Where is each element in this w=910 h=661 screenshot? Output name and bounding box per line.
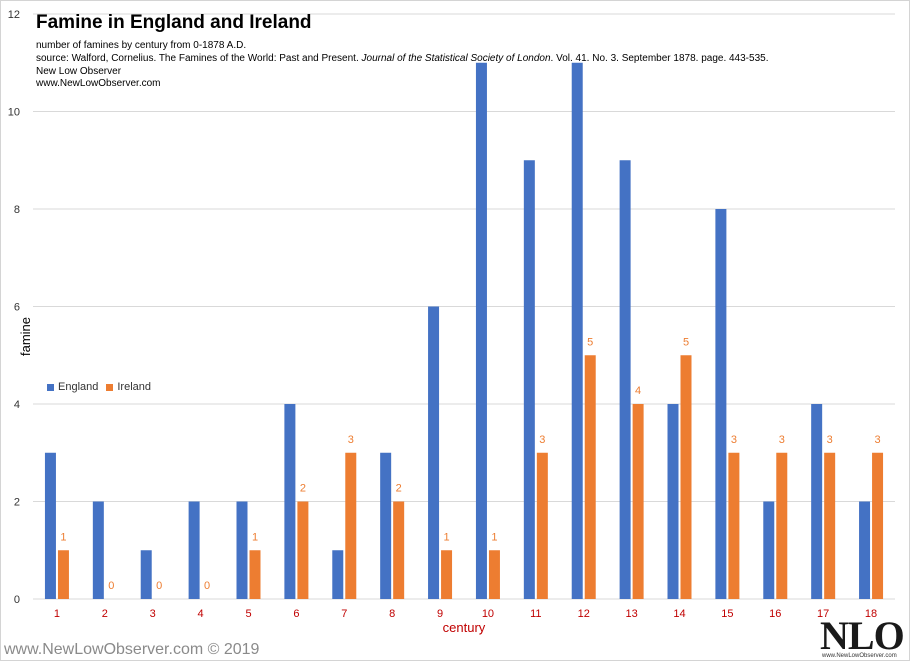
bar-england (523, 160, 535, 599)
bar-ireland (441, 550, 453, 599)
x-tick-label: 12 (578, 608, 590, 620)
bar-england (332, 550, 344, 599)
data-label-ireland: 0 (204, 580, 210, 592)
bar-england (619, 160, 631, 599)
bar-england (859, 501, 871, 599)
x-tick-label: 8 (389, 608, 395, 620)
data-label-ireland: 0 (108, 580, 114, 592)
subtitle-description: number of famines by century from 0-1878… (36, 40, 247, 51)
data-label-ireland: 2 (300, 483, 306, 495)
x-tick-label: 5 (245, 608, 251, 620)
bar-ireland (249, 550, 261, 599)
x-tick-label: 2 (102, 608, 108, 620)
data-label-ireland: 3 (731, 434, 737, 446)
bar-ireland (776, 452, 788, 599)
subtitle-source: source: Walford, Cornelius. The Famines … (36, 53, 768, 64)
data-label-ireland: 1 (443, 531, 449, 543)
x-tick-label: 18 (865, 608, 877, 620)
y-tick-label: 6 (14, 302, 20, 314)
data-label-ireland: 4 (635, 385, 641, 397)
data-label-ireland: 3 (779, 434, 785, 446)
x-tick-label: 7 (341, 608, 347, 620)
bar-ireland (57, 550, 69, 599)
y-tick-label: 12 (8, 9, 20, 21)
bar-england (763, 501, 775, 599)
chart-title: Famine in England and Ireland (36, 12, 312, 33)
bar-england (188, 501, 200, 599)
y-tick-label: 10 (8, 107, 20, 119)
data-label-ireland: 3 (539, 434, 545, 446)
x-tick-label: 13 (625, 608, 637, 620)
bar-england (140, 550, 152, 599)
y-tick-label: 0 (14, 594, 20, 606)
x-tick-label: 16 (769, 608, 781, 620)
source-journal: Journal of the Statistical Society of Lo… (361, 53, 551, 64)
bar-england (236, 501, 248, 599)
source-suffix: . Vol. 41. No. 3. September 1878. page. … (550, 53, 769, 64)
data-label-ireland: 0 (156, 580, 162, 592)
logo-text: NLO (820, 613, 905, 658)
x-tick-label: 10 (482, 608, 494, 620)
legend-swatch-ireland (106, 383, 114, 391)
bar-ireland (393, 501, 405, 599)
bar-england (811, 404, 823, 599)
legend-item-england: England (47, 381, 98, 393)
bar-ireland (584, 355, 596, 599)
bar-ireland (345, 452, 357, 599)
bar-england (715, 209, 727, 599)
nlo-logo: NLO www.NewLowObserver.com (818, 613, 908, 660)
y-axis-label: famine (18, 317, 33, 356)
legend-item-ireland: Ireland (106, 381, 151, 393)
bar-ireland (297, 501, 309, 599)
bar-england (380, 452, 392, 599)
x-tick-label: 15 (721, 608, 733, 620)
x-tick-label: 6 (293, 608, 299, 620)
y-tick-label: 8 (14, 204, 20, 216)
x-tick-label: 14 (673, 608, 685, 620)
chart-legend: England Ireland (47, 381, 159, 393)
bar-england (667, 404, 679, 599)
x-tick-label: 11 (530, 608, 541, 620)
bar-ireland (632, 404, 644, 599)
x-tick-label: 4 (198, 608, 204, 620)
data-label-ireland: 3 (348, 434, 354, 446)
legend-label-ireland: Ireland (117, 381, 152, 393)
bar-england (92, 501, 104, 599)
bar-england (571, 62, 583, 599)
x-tick-label: 3 (150, 608, 156, 620)
legend-label-england: England (58, 381, 99, 393)
x-axis-label: century (443, 620, 486, 635)
bar-ireland (728, 452, 740, 599)
data-label-ireland: 3 (874, 434, 880, 446)
watermark-text: www.NewLowObserver.com © 2019 (4, 641, 260, 658)
bar-ireland (872, 452, 884, 599)
bar-ireland (680, 355, 692, 599)
data-label-ireland: 3 (827, 434, 833, 446)
bar-england (428, 306, 440, 599)
bar-england (44, 452, 56, 599)
bar-ireland (536, 452, 548, 599)
source-prefix: source: Walford, Cornelius. The Famines … (36, 53, 362, 64)
legend-swatch-england (47, 383, 54, 391)
data-label-ireland: 5 (683, 336, 689, 348)
x-tick-label: 17 (817, 608, 829, 620)
y-tick-label: 4 (14, 399, 20, 411)
bar-ireland (824, 452, 836, 599)
data-label-ireland: 1 (491, 531, 497, 543)
bar-england (284, 404, 296, 599)
bar-england (475, 62, 487, 599)
bar-ireland (488, 550, 500, 599)
y-tick-label: 2 (14, 497, 20, 509)
data-label-ireland: 5 (587, 336, 593, 348)
logo-subtext: www.NewLowObserver.com (822, 653, 897, 659)
x-tick-label: 9 (437, 608, 443, 620)
data-label-ireland: 1 (60, 531, 66, 543)
data-label-ireland: 2 (396, 483, 402, 495)
subtitle-publisher: New Low Observer (36, 66, 122, 77)
x-tick-label: 1 (54, 608, 60, 620)
data-label-ireland: 1 (252, 531, 258, 543)
subtitle-website: www.NewLowObserver.com (36, 78, 161, 89)
